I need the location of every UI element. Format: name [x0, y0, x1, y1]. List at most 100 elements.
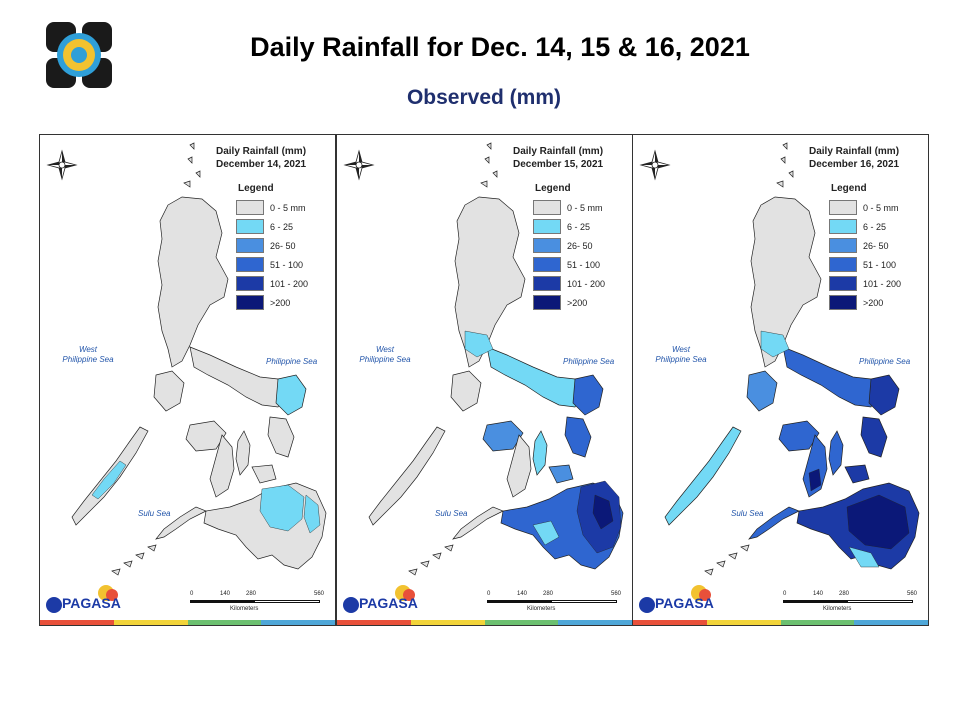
zamboanga-region	[748, 506, 800, 540]
legend-item: >200	[236, 293, 308, 312]
bohol-shape	[251, 464, 277, 484]
cebu-shape	[828, 430, 844, 476]
legend-item: >200	[829, 293, 901, 312]
map-panel-dec-15: Daily Rainfall (mm) December 15, 2021 Leg…	[336, 134, 633, 626]
mindanao-rain-patch-shape	[259, 484, 305, 532]
negros-heavy-rain-shape	[808, 468, 822, 492]
mindanao-core-heavy-rain-shape	[846, 494, 910, 550]
legend-item: 26- 50	[533, 236, 605, 255]
legend-item: >200	[533, 293, 605, 312]
batanes-islands	[776, 142, 794, 188]
leyte-region	[564, 416, 592, 458]
legend-item: 26- 50	[829, 236, 901, 255]
bohol-shape	[844, 464, 870, 484]
central-luzon-rain-patch-shape	[464, 330, 494, 358]
bicol-region	[782, 346, 880, 408]
page-title: Daily Rainfall for Dec. 14, 15 & 16, 202…	[250, 32, 750, 62]
batanes-shape	[480, 142, 498, 188]
legend-item: 0 - 5 mm	[533, 198, 605, 217]
samar-shape	[868, 374, 900, 416]
legend-item: 6 - 25	[236, 217, 308, 236]
samar-region	[572, 374, 604, 416]
mindoro-region	[450, 370, 482, 412]
negros-region	[209, 434, 235, 498]
scale-bar: 0 140 280 560 Kilometers	[487, 591, 622, 612]
compass-rose	[343, 149, 375, 181]
legend-item: 0 - 5 mm	[829, 198, 901, 217]
sulu-archipelago	[408, 544, 454, 576]
palawan-shape	[368, 426, 446, 526]
map-panel-dec-16: Daily Rainfall (mm) December 16, 2021 Leg…	[632, 134, 929, 626]
samar-region	[275, 374, 307, 416]
sulu-islands-shape	[408, 544, 454, 576]
palawan-shape	[664, 426, 742, 526]
pagasa-wordmark: PAGASA	[655, 595, 714, 611]
panay-region	[185, 420, 227, 452]
palawan-region	[368, 426, 446, 526]
bohol-shape	[548, 464, 574, 484]
legend-item: 6 - 25	[829, 217, 901, 236]
overlay-d16	[760, 330, 910, 568]
mindoro-region	[153, 370, 185, 412]
overlay-d15	[464, 330, 622, 554]
bicol-shape	[189, 346, 287, 408]
legend-item: 101 - 200	[236, 274, 308, 293]
leyte-region	[860, 416, 888, 458]
legend-item: 101 - 200	[533, 274, 605, 293]
palawan-region	[664, 426, 742, 526]
negros-shape	[802, 434, 828, 498]
panel-title: Daily Rainfall (mm) December 14, 2021	[216, 146, 307, 170]
batanes-shape	[776, 142, 794, 188]
panay-shape	[778, 420, 820, 452]
bicol-shape	[782, 346, 880, 408]
zamboanga-shape	[155, 506, 207, 540]
legend-item: 26- 50	[236, 236, 308, 255]
zamboanga-shape	[748, 506, 800, 540]
bicol-region	[189, 346, 287, 408]
negros-shape	[506, 434, 532, 498]
legend-item: 51 - 100	[236, 255, 308, 274]
sea-label-west: West Philippine Sea	[655, 345, 707, 364]
philippines-map	[639, 142, 920, 576]
sulu-archipelago	[704, 544, 750, 576]
batanes-shape	[183, 142, 201, 188]
sea-label-west: West Philippine Sea	[359, 345, 411, 364]
mindoro-shape	[450, 370, 482, 412]
philippines-map	[343, 142, 624, 576]
samar-shape	[275, 374, 307, 416]
zamboanga-region	[155, 506, 207, 540]
legend: Legend 0 - 5 mm 6 - 25 26- 50 51 - 100 1…	[829, 183, 901, 312]
negros-region	[802, 434, 828, 498]
dost-logo-icon	[46, 22, 112, 88]
samar-shape	[572, 374, 604, 416]
legend-item: 51 - 100	[533, 255, 605, 274]
color-stripe	[337, 620, 632, 625]
pagasa-wordmark: PAGASA	[359, 595, 418, 611]
negros-region	[506, 434, 532, 498]
bohol-region	[844, 464, 870, 484]
legend-item: 0 - 5 mm	[236, 198, 308, 217]
compass-rose	[639, 149, 671, 181]
philippines-map	[46, 142, 327, 576]
legend: Legend 0 - 5 mm 6 - 25 26- 50 51 - 100 1…	[533, 183, 605, 312]
panay-shape	[482, 420, 524, 452]
legend-item: 6 - 25	[533, 217, 605, 236]
sea-label-east: Philippine Sea	[266, 357, 318, 366]
bicol-shape	[486, 346, 584, 408]
legend-item: 51 - 100	[829, 255, 901, 274]
panel-title: Daily Rainfall (mm) December 15, 2021	[513, 146, 604, 170]
mindoro-shape	[746, 370, 778, 412]
legend: Legend 0 - 5 mm 6 - 25 26- 50 51 - 100 1…	[236, 183, 308, 312]
pagasa-logo-icon	[639, 585, 711, 613]
sea-label-south: Sulu Sea	[435, 509, 468, 518]
legend-item: 101 - 200	[829, 274, 901, 293]
cebu-shape	[235, 430, 251, 476]
leyte-shape	[860, 416, 888, 458]
color-stripe	[40, 620, 335, 625]
cebu-shape	[532, 430, 548, 476]
sulu-archipelago	[111, 544, 157, 576]
panay-shape	[185, 420, 227, 452]
samar-region	[868, 374, 900, 416]
overlay-d14	[91, 460, 321, 534]
leyte-shape	[267, 416, 295, 458]
